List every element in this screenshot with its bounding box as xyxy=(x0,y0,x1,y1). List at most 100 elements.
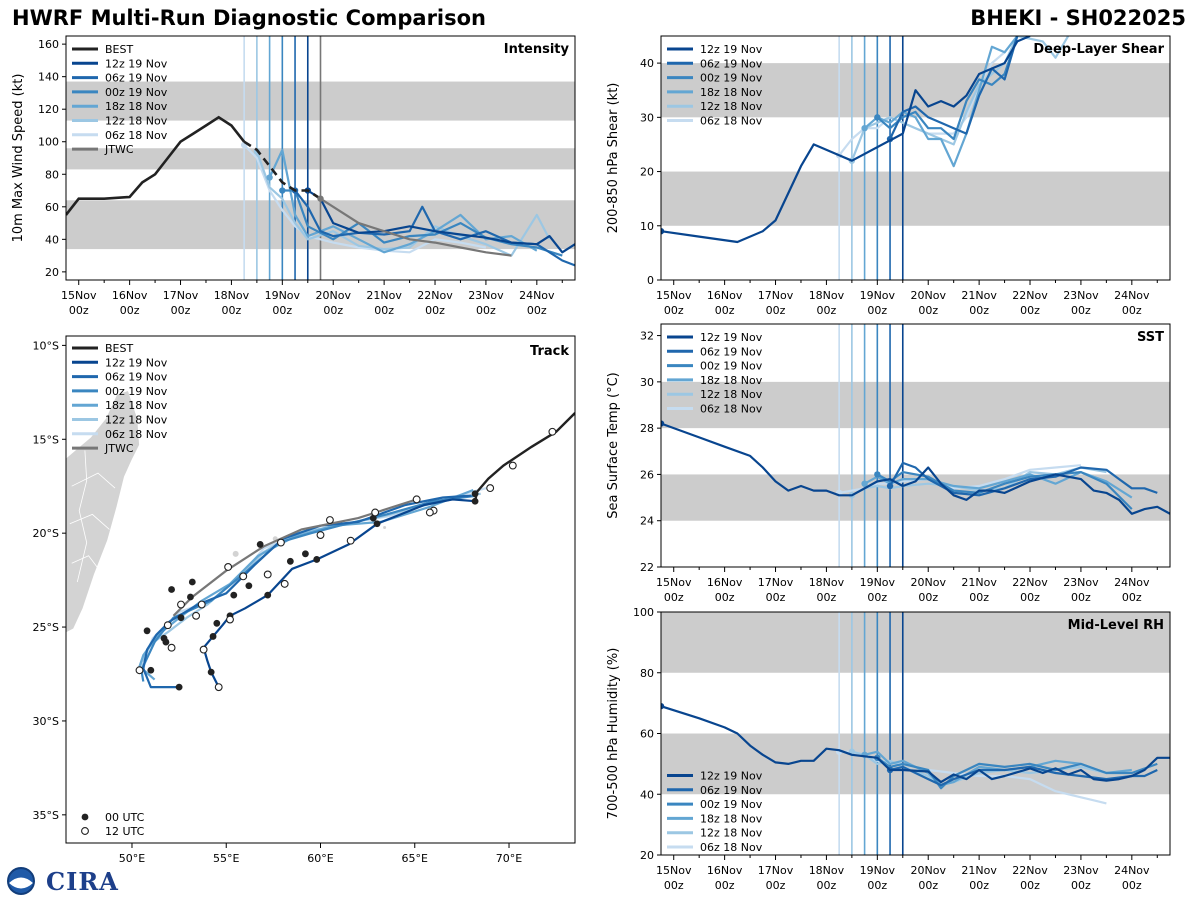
shear-xtick-label: 00z xyxy=(867,304,887,317)
rh-plot-area xyxy=(661,612,1170,855)
sst-ytick-label: 22 xyxy=(640,561,654,574)
track-ytick-label: 35°S xyxy=(33,809,59,822)
track-legend-00utc-marker xyxy=(81,813,89,821)
shear-title: Deep-Layer Shear xyxy=(1033,42,1164,57)
intensity-legend-label: 06z 18 Nov xyxy=(105,129,168,142)
track-00utc-marker xyxy=(471,490,479,498)
track-12utc-marker xyxy=(346,536,355,545)
intensity-xtick-label: 00z xyxy=(222,304,242,317)
intensity-title: Intensity xyxy=(504,42,570,57)
track-00utc-marker xyxy=(302,550,309,558)
intensity-xtick-label: 00z xyxy=(527,304,547,317)
sst-legend-label: 00z 19 Nov xyxy=(700,360,763,373)
madagascar-land xyxy=(66,389,140,634)
rh-legend-label: 12z 19 Nov xyxy=(700,770,763,783)
rh-xtick-label: 00z xyxy=(715,879,735,892)
rh-series-start-0 xyxy=(661,702,665,710)
shear-series-start-3 xyxy=(861,124,868,132)
shear-xtick-label: 21Nov xyxy=(961,289,997,302)
province-boundary xyxy=(69,513,110,530)
shear-ytick-label: 40 xyxy=(640,57,654,70)
sst-ylabel: Sea Surface Temp (°C) xyxy=(606,372,621,519)
intensity-legend-label: BEST xyxy=(105,43,133,56)
sst-ytick-label: 26 xyxy=(640,468,654,481)
sst-series-start-3 xyxy=(861,480,868,487)
track-series-line-2 xyxy=(140,494,478,682)
intensity-plot-area xyxy=(66,36,575,280)
shear-xtick-label: 00z xyxy=(715,304,735,317)
track-00utc-marker xyxy=(162,638,170,646)
rh-ytick-label: 80 xyxy=(640,667,654,680)
sst-xtick-label: 00z xyxy=(1071,591,1091,604)
track-12utc-marker xyxy=(226,615,234,624)
intensity-xtick-label: 00z xyxy=(120,304,140,317)
province-boundary xyxy=(71,472,116,489)
track-12utc-marker xyxy=(508,461,517,470)
shear-panel: 0 10 20 30 40 15Nov 00z 16Nov 00z 17Nov 00z 18Nov 00… xyxy=(606,35,1171,317)
track-12utc-marker xyxy=(135,666,144,675)
rh-xtick-label: 23Nov xyxy=(1063,864,1099,877)
rh-panel: 20 40 60 80 100 15Nov 00z 16Nov 00z 17Nov 00z 18Nov… xyxy=(606,606,1171,892)
sst-ytick-label: 32 xyxy=(640,330,654,343)
track-ytick-label: 15°S xyxy=(33,433,59,446)
track-12utc-marker xyxy=(280,579,289,588)
track-ytick-label: 20°S xyxy=(33,527,59,540)
intensity-xtick-label: 00z xyxy=(69,304,89,317)
sst-xtick-label: 24Nov xyxy=(1114,576,1150,589)
sst-title: SST xyxy=(1137,330,1164,345)
shear-legend-label: 18z 18 Nov xyxy=(700,86,763,99)
track-12utc-marker xyxy=(224,563,233,571)
shear-band-0 xyxy=(661,171,1170,226)
sst-xtick-label: 19Nov xyxy=(860,576,896,589)
shear-legend-label: 00z 19 Nov xyxy=(700,72,763,85)
track-12utc-marker xyxy=(371,508,380,517)
intensity-legend-label: 18z 18 Nov xyxy=(105,100,168,113)
track-12utc-marker xyxy=(239,572,248,581)
shear-frame xyxy=(660,35,1171,281)
track-12utc-marker xyxy=(316,531,325,539)
track-00utc-marker xyxy=(207,668,215,676)
track-ytick-label: 30°S xyxy=(33,715,59,728)
track-12utc-marker xyxy=(197,600,206,609)
intensity-frame xyxy=(65,35,576,281)
track-legend-label: 18z 18 Nov xyxy=(105,399,168,412)
shear-legend-label: 06z 18 Nov xyxy=(700,115,763,128)
sst-ytick-label: 24 xyxy=(640,515,654,528)
sst-plot-area xyxy=(661,324,1170,567)
intensity-ytick-label: 20 xyxy=(45,266,59,279)
shear-xtick-label: 00z xyxy=(918,304,938,317)
noaa-seal-icon xyxy=(7,867,35,895)
rh-xtick-label: 19Nov xyxy=(860,864,896,877)
sst-legend-label: 06z 18 Nov xyxy=(700,403,763,416)
shear-series-line-0 xyxy=(661,36,1031,244)
intensity-xtick-label: 18Nov xyxy=(214,289,250,302)
rh-ytick-label: 40 xyxy=(640,788,654,801)
sst-xtick-label: 00z xyxy=(817,591,837,604)
sst-xtick-label: 16Nov xyxy=(707,576,743,589)
sst-frame xyxy=(660,323,1171,568)
sst-legend-label: 12z 19 Nov xyxy=(700,331,763,344)
shear-legend-label: 12z 18 Nov xyxy=(700,100,763,113)
intensity-xtick-label: 23Nov xyxy=(468,289,504,302)
shear-legend-label: 06z 19 Nov xyxy=(700,57,763,70)
track-12utc-marker xyxy=(167,643,176,652)
intensity-series-line-5 xyxy=(243,144,487,254)
track-00utc-marker xyxy=(245,582,253,590)
sst-xtick-label: 00z xyxy=(1122,591,1142,604)
track-xtick-label: 60°E xyxy=(307,852,333,865)
shear-series-start-2 xyxy=(874,114,881,121)
shear-xtick-label: 16Nov xyxy=(707,289,743,302)
intensity-xtick-label: 00z xyxy=(171,304,191,317)
intensity-xtick-label: 24Nov xyxy=(519,289,555,302)
sst-legend-label: 12z 18 Nov xyxy=(700,388,763,401)
track-series-line-3 xyxy=(138,488,474,681)
rh-ytick-label: 60 xyxy=(640,728,654,741)
shear-ytick-label: 20 xyxy=(640,166,654,179)
track-12utc-marker xyxy=(199,645,208,654)
intensity-xtick-label: 00z xyxy=(476,304,496,317)
track-12utc-marker xyxy=(163,621,172,630)
shear-ytick-label: 10 xyxy=(640,220,654,233)
track-plot-area xyxy=(66,389,575,692)
rh-xtick-label: 00z xyxy=(1122,879,1142,892)
